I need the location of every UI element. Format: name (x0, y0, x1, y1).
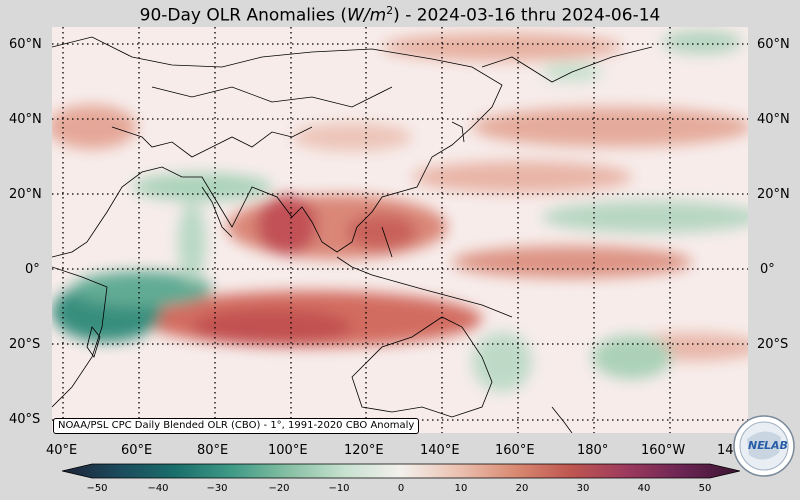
lat-label-right: 0° (760, 262, 775, 277)
lon-label: 120°E (344, 443, 384, 458)
anomaly-positive-central-pacific (452, 246, 692, 278)
colorbar-tick: 0 (397, 483, 405, 494)
colorbar-tick: 40 (637, 483, 651, 494)
lat-label-right: 20°S (757, 337, 789, 352)
colorbar-tick: −40 (147, 483, 169, 494)
colorbar-tick: −30 (206, 483, 228, 494)
lat-label-right: 20°N (757, 187, 790, 202)
lon-label: 14 (717, 443, 734, 458)
lat-label-left: 40°S (9, 412, 41, 427)
lon-label: 180° (577, 443, 609, 458)
colorbar-tick: 30 (576, 483, 590, 494)
coastlines (52, 36, 653, 433)
data-source-credit: NOAA/PSL CPC Daily Blended OLR (CBO) - 1… (53, 418, 420, 434)
lon-label: 40°E (46, 443, 78, 458)
australia-coast (351, 316, 493, 418)
colorbar-tick: −50 (86, 483, 108, 494)
lon-label: 60°E (121, 443, 153, 458)
lat-label-left: 20°S (9, 337, 41, 352)
lat-label-left: 0° (25, 262, 40, 277)
lat-label-left: 60°N (9, 37, 42, 52)
colorbar-tick: 20 (515, 483, 529, 494)
lon-label: 100°E (268, 443, 308, 458)
lon-label: 160°W (641, 443, 686, 458)
colorbar-tick: −10 (328, 483, 350, 494)
lon-label: 80°E (197, 443, 229, 458)
anomaly-field (52, 27, 748, 433)
lat-label-right: 60°N (757, 37, 790, 52)
colorbar-tick: 10 (454, 483, 468, 494)
lat-label-left: 20°N (9, 187, 42, 202)
title-suffix: ) - 2024-03-16 thru 2024-06-14 (393, 5, 661, 26)
colorbar (62, 463, 740, 479)
title-units: W/m (347, 5, 387, 26)
lon-label: 160°E (495, 443, 535, 458)
lat-label-left: 40°N (9, 112, 42, 127)
anomaly-negative-north-pacific (542, 201, 748, 233)
lat-label-right: 40°N (757, 112, 790, 127)
logo-text-lab: LAB (764, 439, 788, 452)
title-prefix: 90-Day OLR Anomalies ( (139, 5, 348, 26)
lon-label: 140°E (420, 443, 460, 458)
colorbar-tick: −20 (268, 483, 290, 494)
logo-text-ne: NE (748, 439, 765, 452)
nevlab-logo: NE LAB (733, 415, 795, 477)
colorbar-tick: 50 (698, 483, 712, 494)
map-title: 90-Day OLR Anomalies (W/m2) - 2024-03-16… (0, 0, 800, 27)
graticule (52, 27, 748, 433)
olr-anomaly-map (52, 27, 748, 433)
colorbar-fill (62, 463, 740, 479)
title-units-exponent: 2 (386, 4, 394, 17)
